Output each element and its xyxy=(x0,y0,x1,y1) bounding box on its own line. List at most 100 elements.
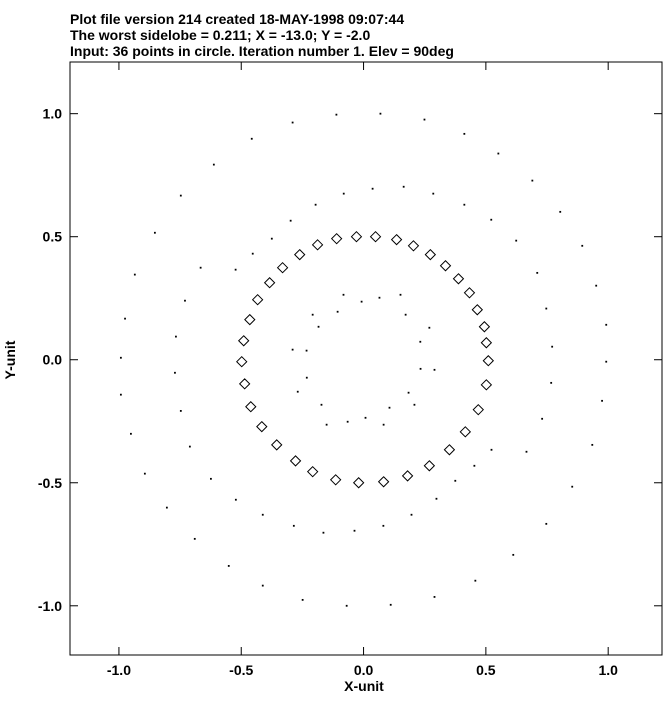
y-axis-label: Y-unit xyxy=(2,340,18,379)
uv-point xyxy=(423,118,426,121)
uv-point xyxy=(305,349,308,352)
uv-point xyxy=(317,325,320,328)
station-marker xyxy=(289,455,302,467)
uv-point xyxy=(550,381,553,384)
x-tick-label: -1.0 xyxy=(107,662,131,678)
station-marker xyxy=(330,232,343,245)
uv-point xyxy=(497,152,500,155)
uv-point xyxy=(179,410,182,412)
station-marker xyxy=(478,321,491,333)
uv-point xyxy=(531,179,534,182)
uv-point xyxy=(292,524,295,527)
station-marker xyxy=(251,293,264,306)
uv-point xyxy=(301,598,304,601)
uv-point xyxy=(184,299,186,302)
uv-point xyxy=(234,268,237,271)
uv-point xyxy=(541,417,544,420)
uv-point xyxy=(305,376,308,379)
station-marker xyxy=(350,230,363,243)
uv-point xyxy=(490,448,493,451)
station-marker xyxy=(390,233,403,246)
station-marker xyxy=(463,287,476,299)
uv-point xyxy=(382,524,385,527)
uv-point xyxy=(261,584,264,587)
uv-point xyxy=(212,163,215,166)
title-line: Input: 36 points in circle. Iteration nu… xyxy=(70,43,454,59)
uv-point xyxy=(335,113,338,116)
title-line: The worst sidelobe = 0.211; X = -13.0; Y… xyxy=(70,27,370,43)
uv-point xyxy=(435,497,438,500)
uv-point xyxy=(179,194,182,197)
uv-point xyxy=(175,335,177,338)
uv-point xyxy=(463,132,466,135)
uv-point xyxy=(389,603,392,606)
uv-point xyxy=(545,307,548,310)
uv-point xyxy=(490,218,493,221)
uv-point xyxy=(379,112,382,115)
station-marker xyxy=(480,337,493,349)
station-marker xyxy=(237,335,250,347)
uv-point xyxy=(595,284,598,287)
uv-point xyxy=(399,293,402,296)
uv-point xyxy=(342,192,345,195)
uv-point xyxy=(404,313,407,316)
uv-point xyxy=(559,210,562,213)
uv-point xyxy=(251,252,254,255)
uv-point xyxy=(364,416,367,419)
uv-point xyxy=(291,348,294,351)
station-marker xyxy=(480,379,493,391)
title-line: Plot file version 214 created 18-MAY-199… xyxy=(70,11,404,27)
uv-point xyxy=(402,185,405,188)
uv-point xyxy=(261,513,264,516)
uv-point xyxy=(336,310,339,313)
uv-point xyxy=(512,553,515,556)
station-marker xyxy=(236,355,248,368)
station-marker xyxy=(306,465,319,478)
uv-point xyxy=(234,498,237,501)
uv-point xyxy=(551,345,554,348)
uv-point xyxy=(571,485,574,488)
uv-point xyxy=(345,604,348,607)
uv-point xyxy=(291,121,294,124)
station-marker xyxy=(352,477,365,489)
uv-point xyxy=(413,403,416,406)
uv-point xyxy=(270,237,273,240)
uv-point xyxy=(289,219,292,222)
uv-point xyxy=(419,340,422,343)
x-tick-label: 0.5 xyxy=(476,662,496,678)
uv-point xyxy=(250,137,253,140)
uv-point xyxy=(311,313,314,316)
station-marker xyxy=(238,378,251,390)
station-marker xyxy=(459,426,472,438)
station-marker xyxy=(424,248,437,261)
uv-point xyxy=(474,579,477,582)
uv-point xyxy=(463,203,466,206)
uv-point xyxy=(605,360,608,363)
uv-point xyxy=(130,432,132,435)
station-marker xyxy=(311,239,324,251)
station-marker xyxy=(407,240,420,252)
uv-point xyxy=(378,296,381,299)
station-marker xyxy=(256,420,268,433)
uv-point xyxy=(143,472,146,475)
station-marker xyxy=(293,248,306,261)
station-marker xyxy=(271,439,283,451)
station-marker xyxy=(377,476,390,488)
uv-point xyxy=(360,300,363,303)
uv-point xyxy=(346,420,349,423)
uv-point xyxy=(605,323,608,326)
uv-point xyxy=(433,596,436,598)
uv-point xyxy=(601,399,603,402)
uv-point xyxy=(342,293,345,296)
station-marker xyxy=(329,474,342,486)
uv-point xyxy=(419,367,422,370)
uv-point xyxy=(320,403,323,406)
uv-point xyxy=(515,239,518,242)
uv-point xyxy=(199,266,202,269)
station-marker xyxy=(471,304,484,316)
uv-point xyxy=(591,443,594,446)
uv-point xyxy=(581,244,584,247)
uv-point xyxy=(410,513,413,516)
uv-point xyxy=(174,371,176,374)
